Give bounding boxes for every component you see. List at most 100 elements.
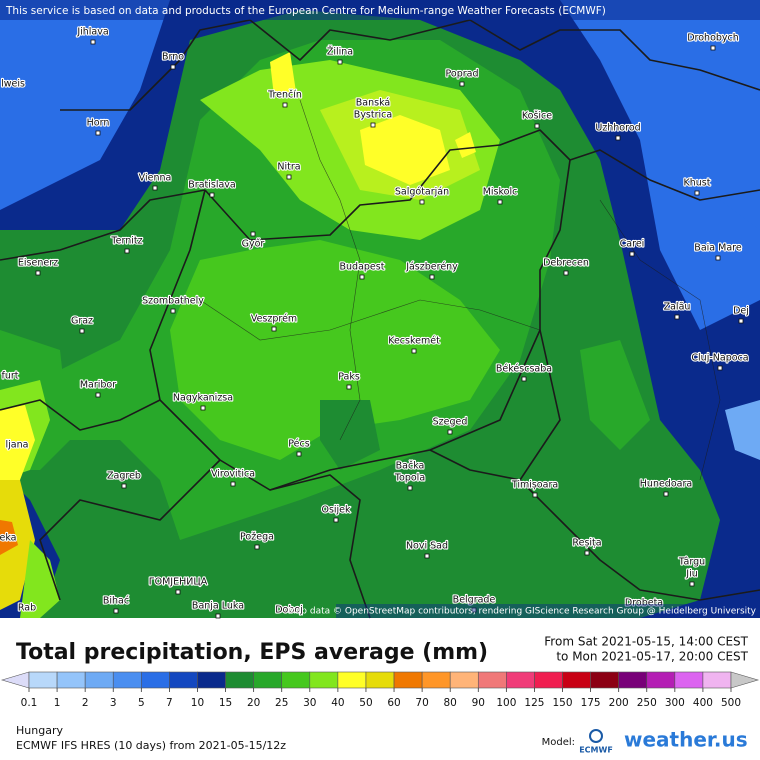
- precip-area: [620, 0, 760, 230]
- legend-tick-label: 25: [275, 697, 288, 709]
- ecmwf-logo-mark: [589, 729, 603, 743]
- country-border: [269, 474, 371, 619]
- city-label: Virovitica: [211, 469, 255, 480]
- country-border: [519, 329, 760, 601]
- precip-area: [170, 240, 500, 460]
- city-label: Košice: [522, 111, 552, 122]
- city-label: Debrecen: [543, 258, 589, 269]
- city-label: Žilina: [327, 46, 353, 58]
- legend-swatch: [56, 671, 86, 689]
- city-label: Jiu: [685, 569, 697, 580]
- city-label: Békéscsaba: [496, 364, 552, 375]
- legend-swatch: [534, 671, 563, 689]
- city-marker: [95, 130, 101, 136]
- city-marker: [674, 314, 680, 320]
- legend-tick-label: 100: [496, 697, 516, 709]
- legend-title: Total precipitation, EPS average (mm): [16, 640, 488, 665]
- city-label: Topola: [394, 473, 425, 484]
- legend-swatch: [281, 671, 311, 689]
- city-marker: [411, 348, 417, 354]
- city-label: Horn: [87, 118, 110, 129]
- city-label: Carei: [620, 239, 645, 250]
- color-bar: 0.1 1 2 3 5 7 10 15 20 25 30 40 50 60 70 80 90 100 125 150 1…: [0, 671, 760, 709]
- city-label: Zagreb: [107, 471, 141, 482]
- legend-swatch: [197, 671, 226, 689]
- legend-swatch: [393, 671, 423, 689]
- city-marker: [694, 190, 700, 196]
- legend-swatch: [225, 671, 254, 689]
- legend-swatch: [365, 671, 395, 689]
- city-marker: [534, 123, 540, 129]
- region-border: [599, 199, 721, 481]
- city-marker: [715, 255, 721, 261]
- legend-tick-label: 250: [637, 697, 657, 709]
- city-label: Drohobych: [687, 33, 739, 44]
- city-marker: [215, 613, 221, 619]
- city-marker: [296, 451, 302, 457]
- precip-area: [270, 52, 296, 96]
- country-border: [569, 149, 760, 201]
- city-marker: [113, 608, 119, 614]
- city-marker: [710, 45, 716, 51]
- banner-bg: [0, 0, 760, 20]
- precip-area: [455, 132, 476, 158]
- city-label: Jászberény: [405, 262, 458, 273]
- city-label: Maribor: [80, 380, 116, 391]
- legend-swatch: [506, 671, 535, 689]
- city-marker: [209, 192, 215, 198]
- legend-tick-label: 90: [472, 697, 485, 709]
- city-marker: [459, 81, 465, 87]
- legend-tick-label: 125: [524, 697, 544, 709]
- legend-arrow: [730, 671, 760, 689]
- city-marker: [532, 492, 538, 498]
- legend: Total precipitation, EPS average (mm) Fr…: [0, 635, 760, 755]
- city-label: Bratislava: [188, 180, 235, 191]
- country-border: [39, 459, 221, 601]
- city-marker: [663, 491, 669, 497]
- city-label: Bihać: [103, 596, 129, 607]
- city-marker: [250, 231, 256, 237]
- legend-swatch: [449, 671, 479, 689]
- city-label: Zalău: [664, 302, 691, 313]
- city-label: Baia Mare: [694, 243, 742, 254]
- city-label: furt: [2, 371, 19, 382]
- legend-tick-label: 175: [581, 697, 601, 709]
- city-marker: [286, 174, 292, 180]
- legend-tick-label: 60: [387, 697, 400, 709]
- legend-swatch: [309, 671, 339, 689]
- city-label: Dej: [733, 306, 749, 317]
- legend-tick-label: 300: [665, 697, 685, 709]
- model-logo: ECMWF: [579, 746, 613, 755]
- city-label: Szeged: [433, 417, 468, 428]
- city-marker: [563, 270, 569, 276]
- region-border: [299, 99, 361, 441]
- city-marker: [419, 199, 425, 205]
- city-label: Novi Sad: [406, 541, 448, 552]
- city-label: Veszprém: [251, 314, 297, 325]
- city-marker: [95, 392, 101, 398]
- city-marker: [521, 376, 527, 382]
- legend-tick-label: 20: [247, 697, 260, 709]
- city-marker: [359, 274, 365, 280]
- city-label: Târgu: [678, 557, 705, 568]
- legend-swatch: [618, 671, 648, 689]
- city-marker: [629, 251, 635, 257]
- precip-area: [360, 115, 450, 185]
- legend-tick-label: 3: [110, 697, 117, 709]
- city-label: Jihlava: [76, 27, 108, 38]
- country-border: [0, 189, 206, 261]
- city-label: Banja Luka: [192, 601, 244, 612]
- legend-tick-label: 5: [138, 697, 145, 709]
- city-marker: [407, 485, 413, 491]
- city-label: Vienna: [139, 173, 172, 184]
- precip-area: [0, 0, 80, 150]
- city-label: Banská: [356, 98, 390, 109]
- country-border: [0, 399, 161, 431]
- city-label: Ternitz: [110, 236, 142, 247]
- legend-tick-label: 50: [359, 697, 372, 709]
- country-border: [60, 19, 760, 111]
- legend-swatch: [141, 671, 170, 689]
- precip-area: [0, 405, 35, 500]
- legend-swatch: [590, 671, 619, 689]
- city-label: Pécs: [288, 439, 309, 450]
